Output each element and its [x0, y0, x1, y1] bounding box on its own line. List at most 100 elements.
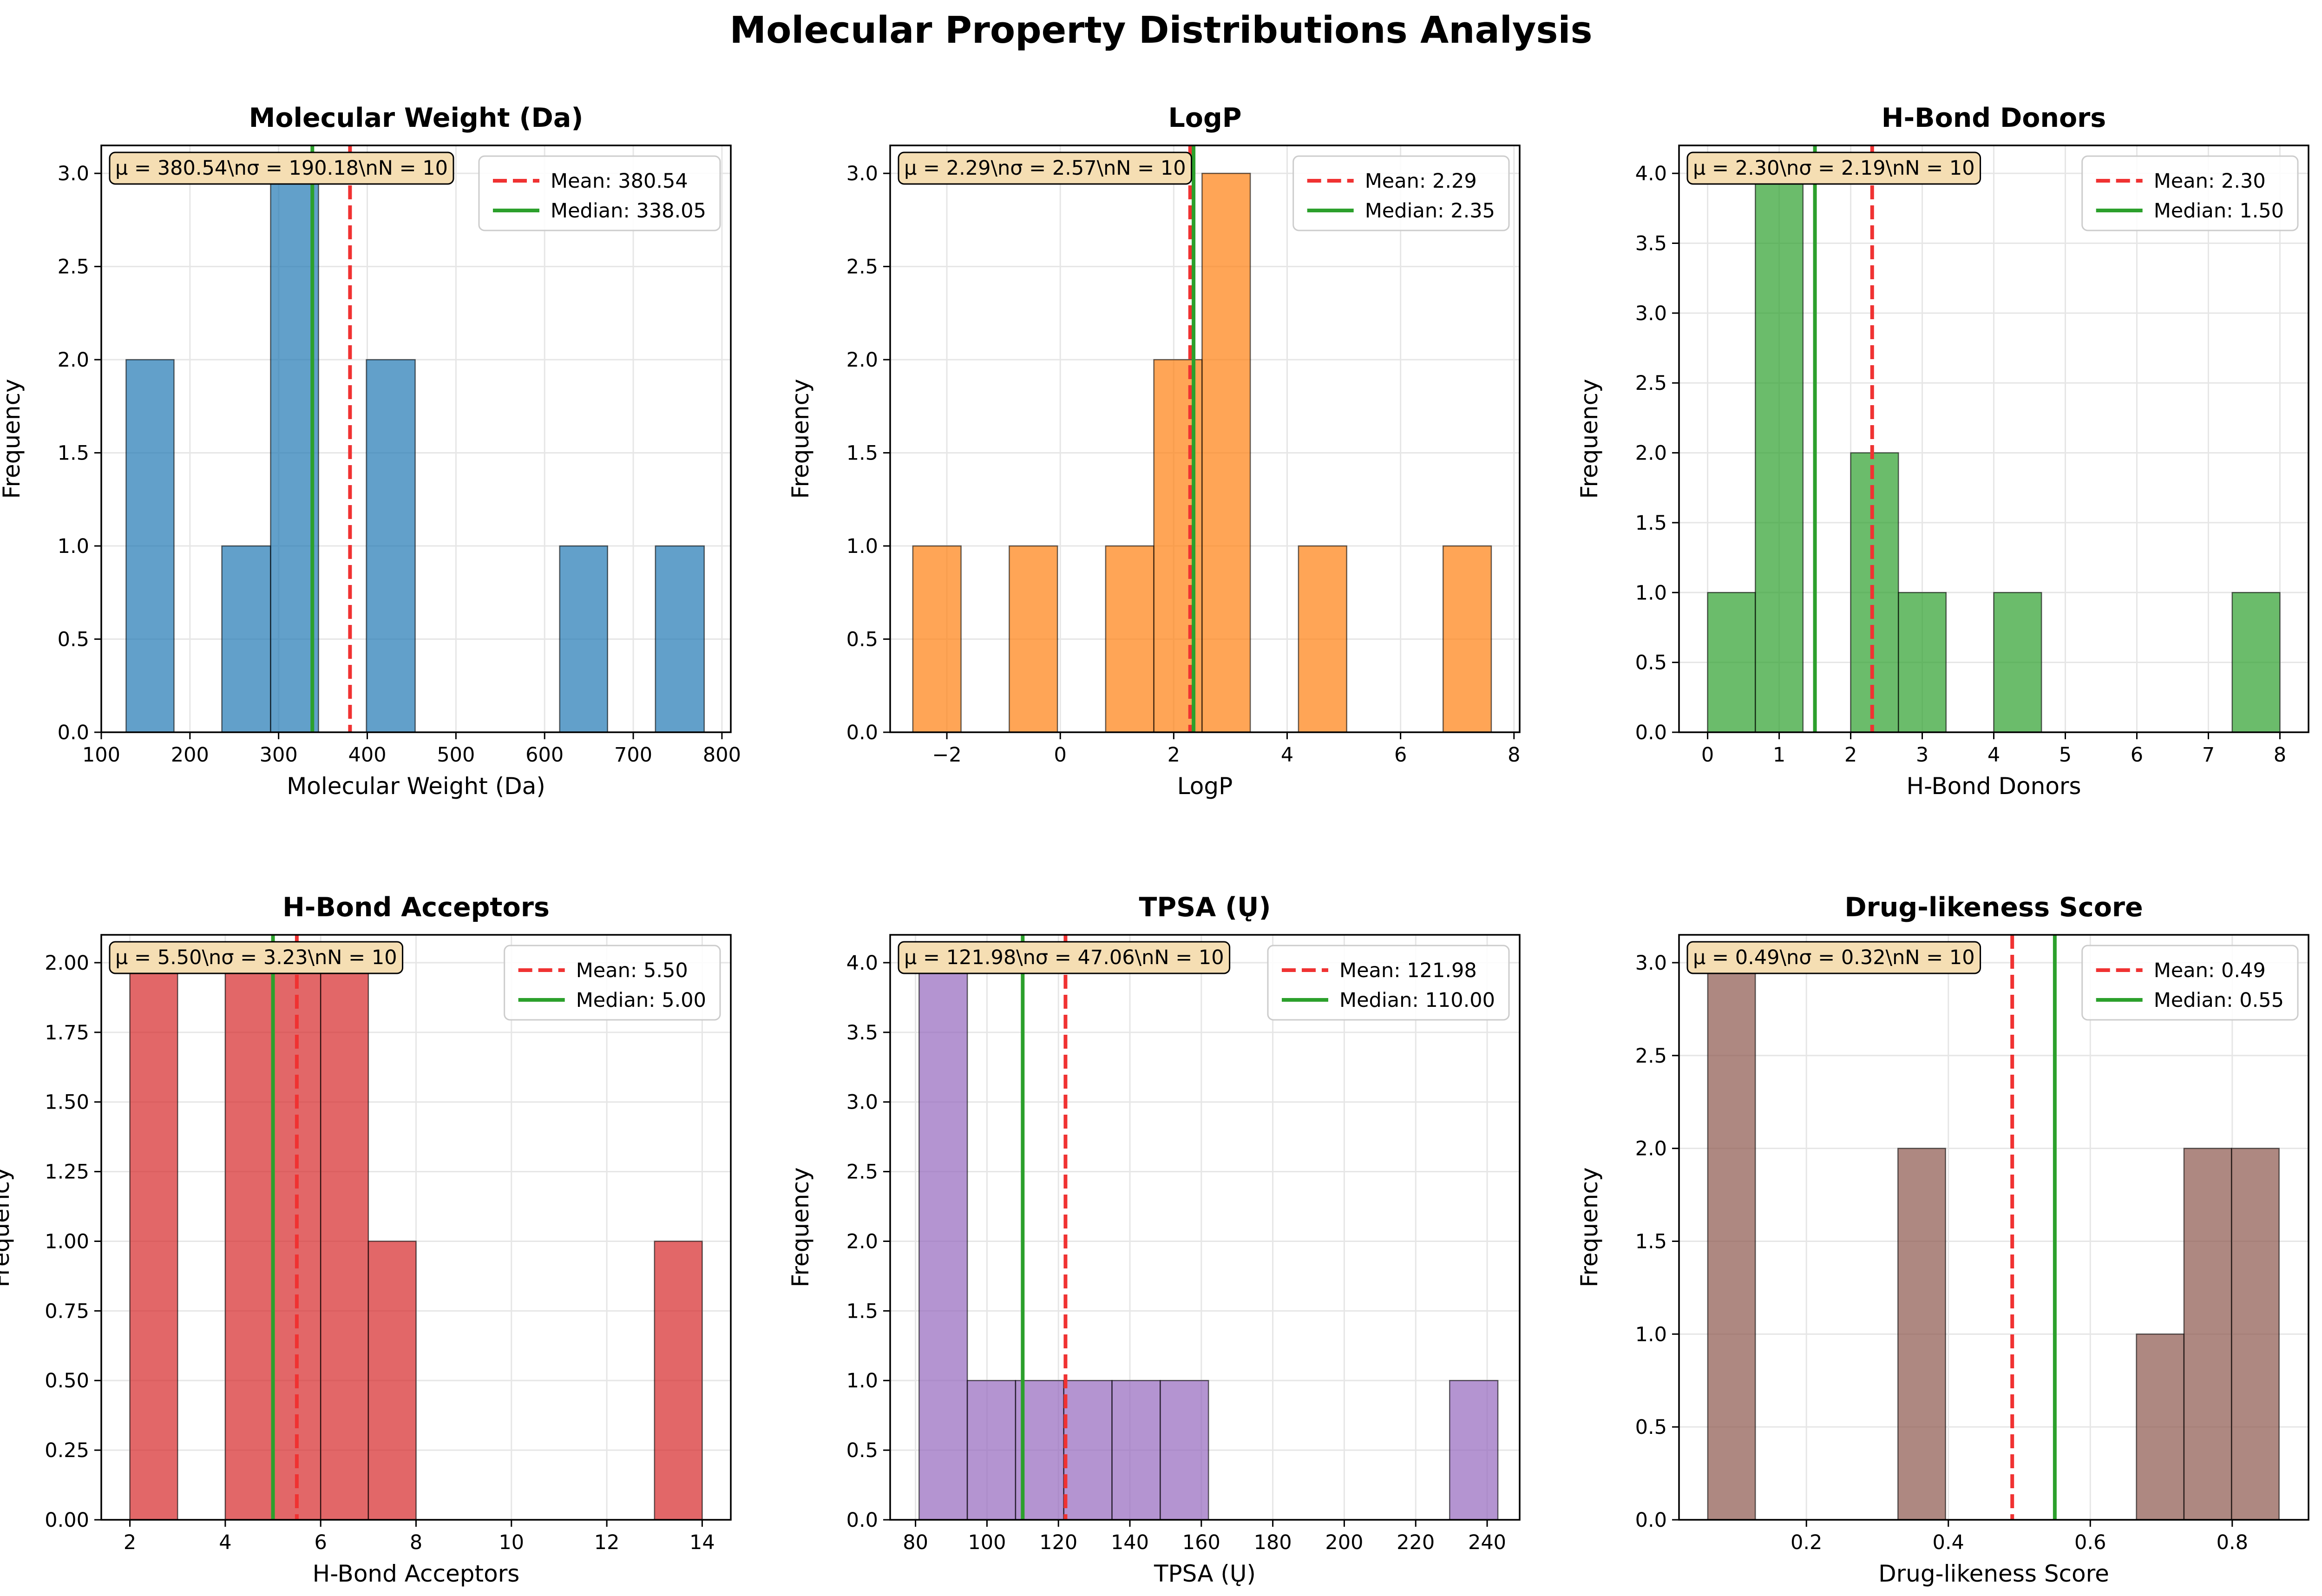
axes-frame — [889, 144, 1521, 733]
histogram-bar — [559, 545, 608, 733]
histogram-bar — [2136, 1333, 2185, 1521]
y-tick-label: 3.0 — [58, 162, 89, 185]
y-tick-label: 3.5 — [1635, 232, 1667, 256]
histogram-bar — [912, 545, 962, 733]
y-tick-label: 2.0 — [58, 348, 89, 372]
x-tick-label: 6 — [315, 1531, 327, 1554]
legend-median-label: Median: 110.00 — [1339, 989, 1495, 1012]
x-tick-label: 4 — [219, 1531, 231, 1554]
y-tick-label: 0.0 — [846, 1509, 878, 1532]
histogram-bar — [1897, 592, 1947, 733]
histogram-bar — [2231, 1148, 2280, 1521]
legend: Mean: 2.30 Median: 1.50 — [2081, 155, 2299, 231]
x-tick-label: 12 — [594, 1531, 620, 1554]
y-tick-label: 2.0 — [1635, 442, 1667, 465]
histogram-bar — [367, 1241, 417, 1521]
y-tick-label: 3.0 — [1635, 952, 1667, 975]
histogram-bar — [1897, 1148, 1946, 1521]
x-tick-label: 500 — [437, 743, 475, 767]
x-tick-label: 8 — [2274, 743, 2286, 767]
histogram-bar — [1449, 1379, 1499, 1521]
y-tick-label: 1.75 — [45, 1021, 89, 1044]
histogram-bar — [1298, 545, 1347, 733]
x-tick-label: 2 — [1844, 743, 1857, 767]
y-tick-label: 2.0 — [846, 348, 878, 372]
histogram-bar — [655, 545, 705, 733]
x-tick-label: 400 — [348, 743, 386, 767]
y-tick-label: 1.0 — [58, 535, 89, 558]
y-axis-label: Frequency — [787, 1167, 814, 1287]
x-tick-label: 7 — [2202, 743, 2215, 767]
x-tick-label: 5 — [2059, 743, 2072, 767]
x-axis-label: Drug-likeness Score — [1878, 1560, 2109, 1587]
x-tick-label: 2 — [124, 1531, 136, 1554]
subplot-6: 0.2 0.4 0.6 0.8 0.0 0.5 1.0 1.5 2.0 2.5 3.0 Drug-li… — [1576, 892, 2309, 1587]
y-tick-label: 0.5 — [58, 628, 89, 651]
legend-mean-label: Mean: 2.29 — [1365, 170, 1477, 193]
histogram-bar — [366, 359, 416, 733]
x-tick-label: 200 — [1325, 1531, 1363, 1554]
legend-median-label: Median: 5.00 — [576, 989, 706, 1012]
subplot-title: H-Bond Acceptors — [282, 892, 550, 923]
x-tick-label: 100 — [968, 1531, 1006, 1554]
y-tick-label: 2.5 — [1635, 372, 1667, 395]
histogram-bar — [2183, 1148, 2232, 1521]
x-tick-label: 0.2 — [1791, 1531, 1822, 1554]
y-tick-label: 1.5 — [58, 442, 89, 465]
y-tick-label: 2.5 — [846, 1161, 878, 1184]
subplot-title: Molecular Weight (Da) — [249, 103, 584, 133]
subplot-4: 2 4 6 8 10 12 14 0.00 0.25 0.50 0.75 1.00 1.25 1.50 1.… — [0, 892, 732, 1587]
histogram-bar — [221, 545, 271, 733]
legend-median-label: Median: 2.35 — [1365, 199, 1495, 223]
histogram-bar — [129, 962, 178, 1521]
histogram-bar — [1160, 1379, 1209, 1521]
stats-box — [898, 151, 1193, 185]
histogram-bar — [1442, 545, 1492, 733]
subplot-title: LogP — [1168, 103, 1241, 133]
x-tick-label: 1 — [1773, 743, 1785, 767]
legend: Mean: 5.50 Median: 5.00 — [504, 945, 721, 1021]
x-tick-label: 100 — [82, 743, 120, 767]
stats-text: μ = 5.50\nσ = 3.23\nN = 10 — [115, 946, 397, 969]
legend-median-label: Median: 0.55 — [2154, 989, 2284, 1012]
y-tick-label: 3.0 — [1635, 302, 1667, 325]
x-axis-label: H-Bond Acceptors — [313, 1560, 520, 1587]
stats-box — [109, 151, 454, 185]
subplot-title: H-Bond Donors — [1882, 103, 2106, 133]
y-tick-label: 2.5 — [58, 256, 89, 279]
x-axis-label: H-Bond Donors — [1906, 773, 2081, 800]
histogram-bar — [1755, 172, 1804, 733]
x-axis-label: Molecular Weight (Da) — [287, 773, 545, 800]
histogram-bar — [1063, 1379, 1113, 1521]
x-tick-label: 240 — [1468, 1531, 1506, 1554]
x-tick-label: 4 — [1987, 743, 2000, 767]
x-tick-label: 220 — [1397, 1531, 1435, 1554]
y-tick-label: 1.5 — [1635, 1230, 1667, 1253]
stats-text: μ = 121.98\nσ = 47.06\nN = 10 — [904, 946, 1224, 969]
y-tick-label: 3.0 — [846, 1091, 878, 1114]
histogram-bar — [125, 359, 175, 733]
x-tick-label: 120 — [1039, 1531, 1077, 1554]
y-tick-label: 2.5 — [846, 256, 878, 279]
y-tick-label: 2.5 — [1635, 1044, 1667, 1068]
y-tick-label: 2.0 — [846, 1230, 878, 1253]
legend: Mean: 121.98 Median: 110.00 — [1267, 945, 1510, 1021]
x-tick-label: 0.4 — [1933, 1531, 1964, 1554]
y-axis-label: Frequency — [787, 379, 814, 499]
y-tick-label: 1.5 — [1635, 512, 1667, 535]
subplot-3: 0 1 2 3 4 5 6 7 8 0.0 0.5 1.0 1.5 2.0 2.5 3.0 3.5 4.0 H-Bo… — [1576, 103, 2309, 800]
histogram-bar — [1201, 172, 1251, 733]
x-tick-label: 600 — [525, 743, 564, 767]
y-tick-label: 0.75 — [45, 1300, 89, 1323]
subplot-title: Drug-likeness Score — [1844, 892, 2143, 923]
histogram-bar — [2231, 592, 2281, 733]
y-tick-label: 0.50 — [45, 1369, 89, 1392]
x-axis-label: TPSA (Ų) — [1154, 1560, 1256, 1587]
legend-median-label: Median: 338.05 — [551, 199, 706, 223]
y-tick-label: 0.5 — [846, 628, 878, 651]
legend-mean-label: Mean: 0.49 — [2154, 959, 2266, 982]
y-tick-label: 0.5 — [1635, 1416, 1667, 1439]
y-tick-label: 0.0 — [1635, 1509, 1667, 1532]
legend: Mean: 2.29 Median: 2.35 — [1292, 155, 1510, 231]
histogram-bar — [1707, 592, 1756, 733]
